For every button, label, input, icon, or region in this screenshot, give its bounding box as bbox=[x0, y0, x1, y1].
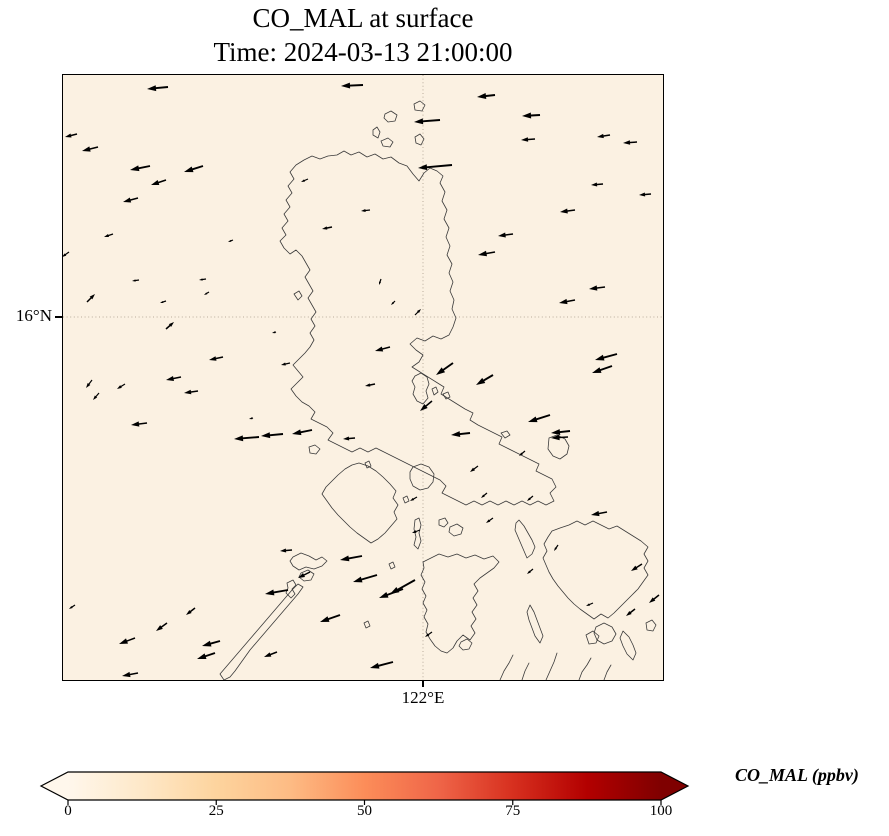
map-axes bbox=[62, 74, 664, 681]
lon-tick-mark bbox=[422, 680, 424, 687]
plot-title: CO_MAL at surface bbox=[252, 3, 474, 33]
colorbar-tick-label: 75 bbox=[505, 803, 521, 819]
colorbar-tick-marks bbox=[67, 800, 662, 805]
lon-tick-label: 122°E bbox=[401, 688, 445, 707]
colorbar-under-arrow bbox=[41, 772, 68, 800]
lat-tick-mark bbox=[55, 316, 63, 318]
colorbar-tick-label: 0 bbox=[64, 803, 72, 819]
colorbar-tick-label: 25 bbox=[208, 803, 224, 819]
graticule-gridlines bbox=[63, 75, 663, 680]
colorbar bbox=[39, 771, 690, 805]
lat-tick-label: 16°N bbox=[15, 306, 52, 325]
colorbar-gradient-body bbox=[68, 772, 661, 800]
colorbar-title: CO_MAL (ppbv) bbox=[735, 765, 859, 785]
map-plot-svg bbox=[63, 75, 663, 680]
colorbar-tick-label: 50 bbox=[357, 803, 372, 819]
colorbar-tick-label: 100 bbox=[649, 803, 673, 819]
wind-quiver-arrows bbox=[63, 82, 660, 678]
colorbar-over-arrow bbox=[661, 772, 688, 800]
coastlines-philippines bbox=[219, 100, 657, 680]
plot-subtitle-time: Time: 2024-03-13 21:00:00 bbox=[213, 37, 513, 67]
